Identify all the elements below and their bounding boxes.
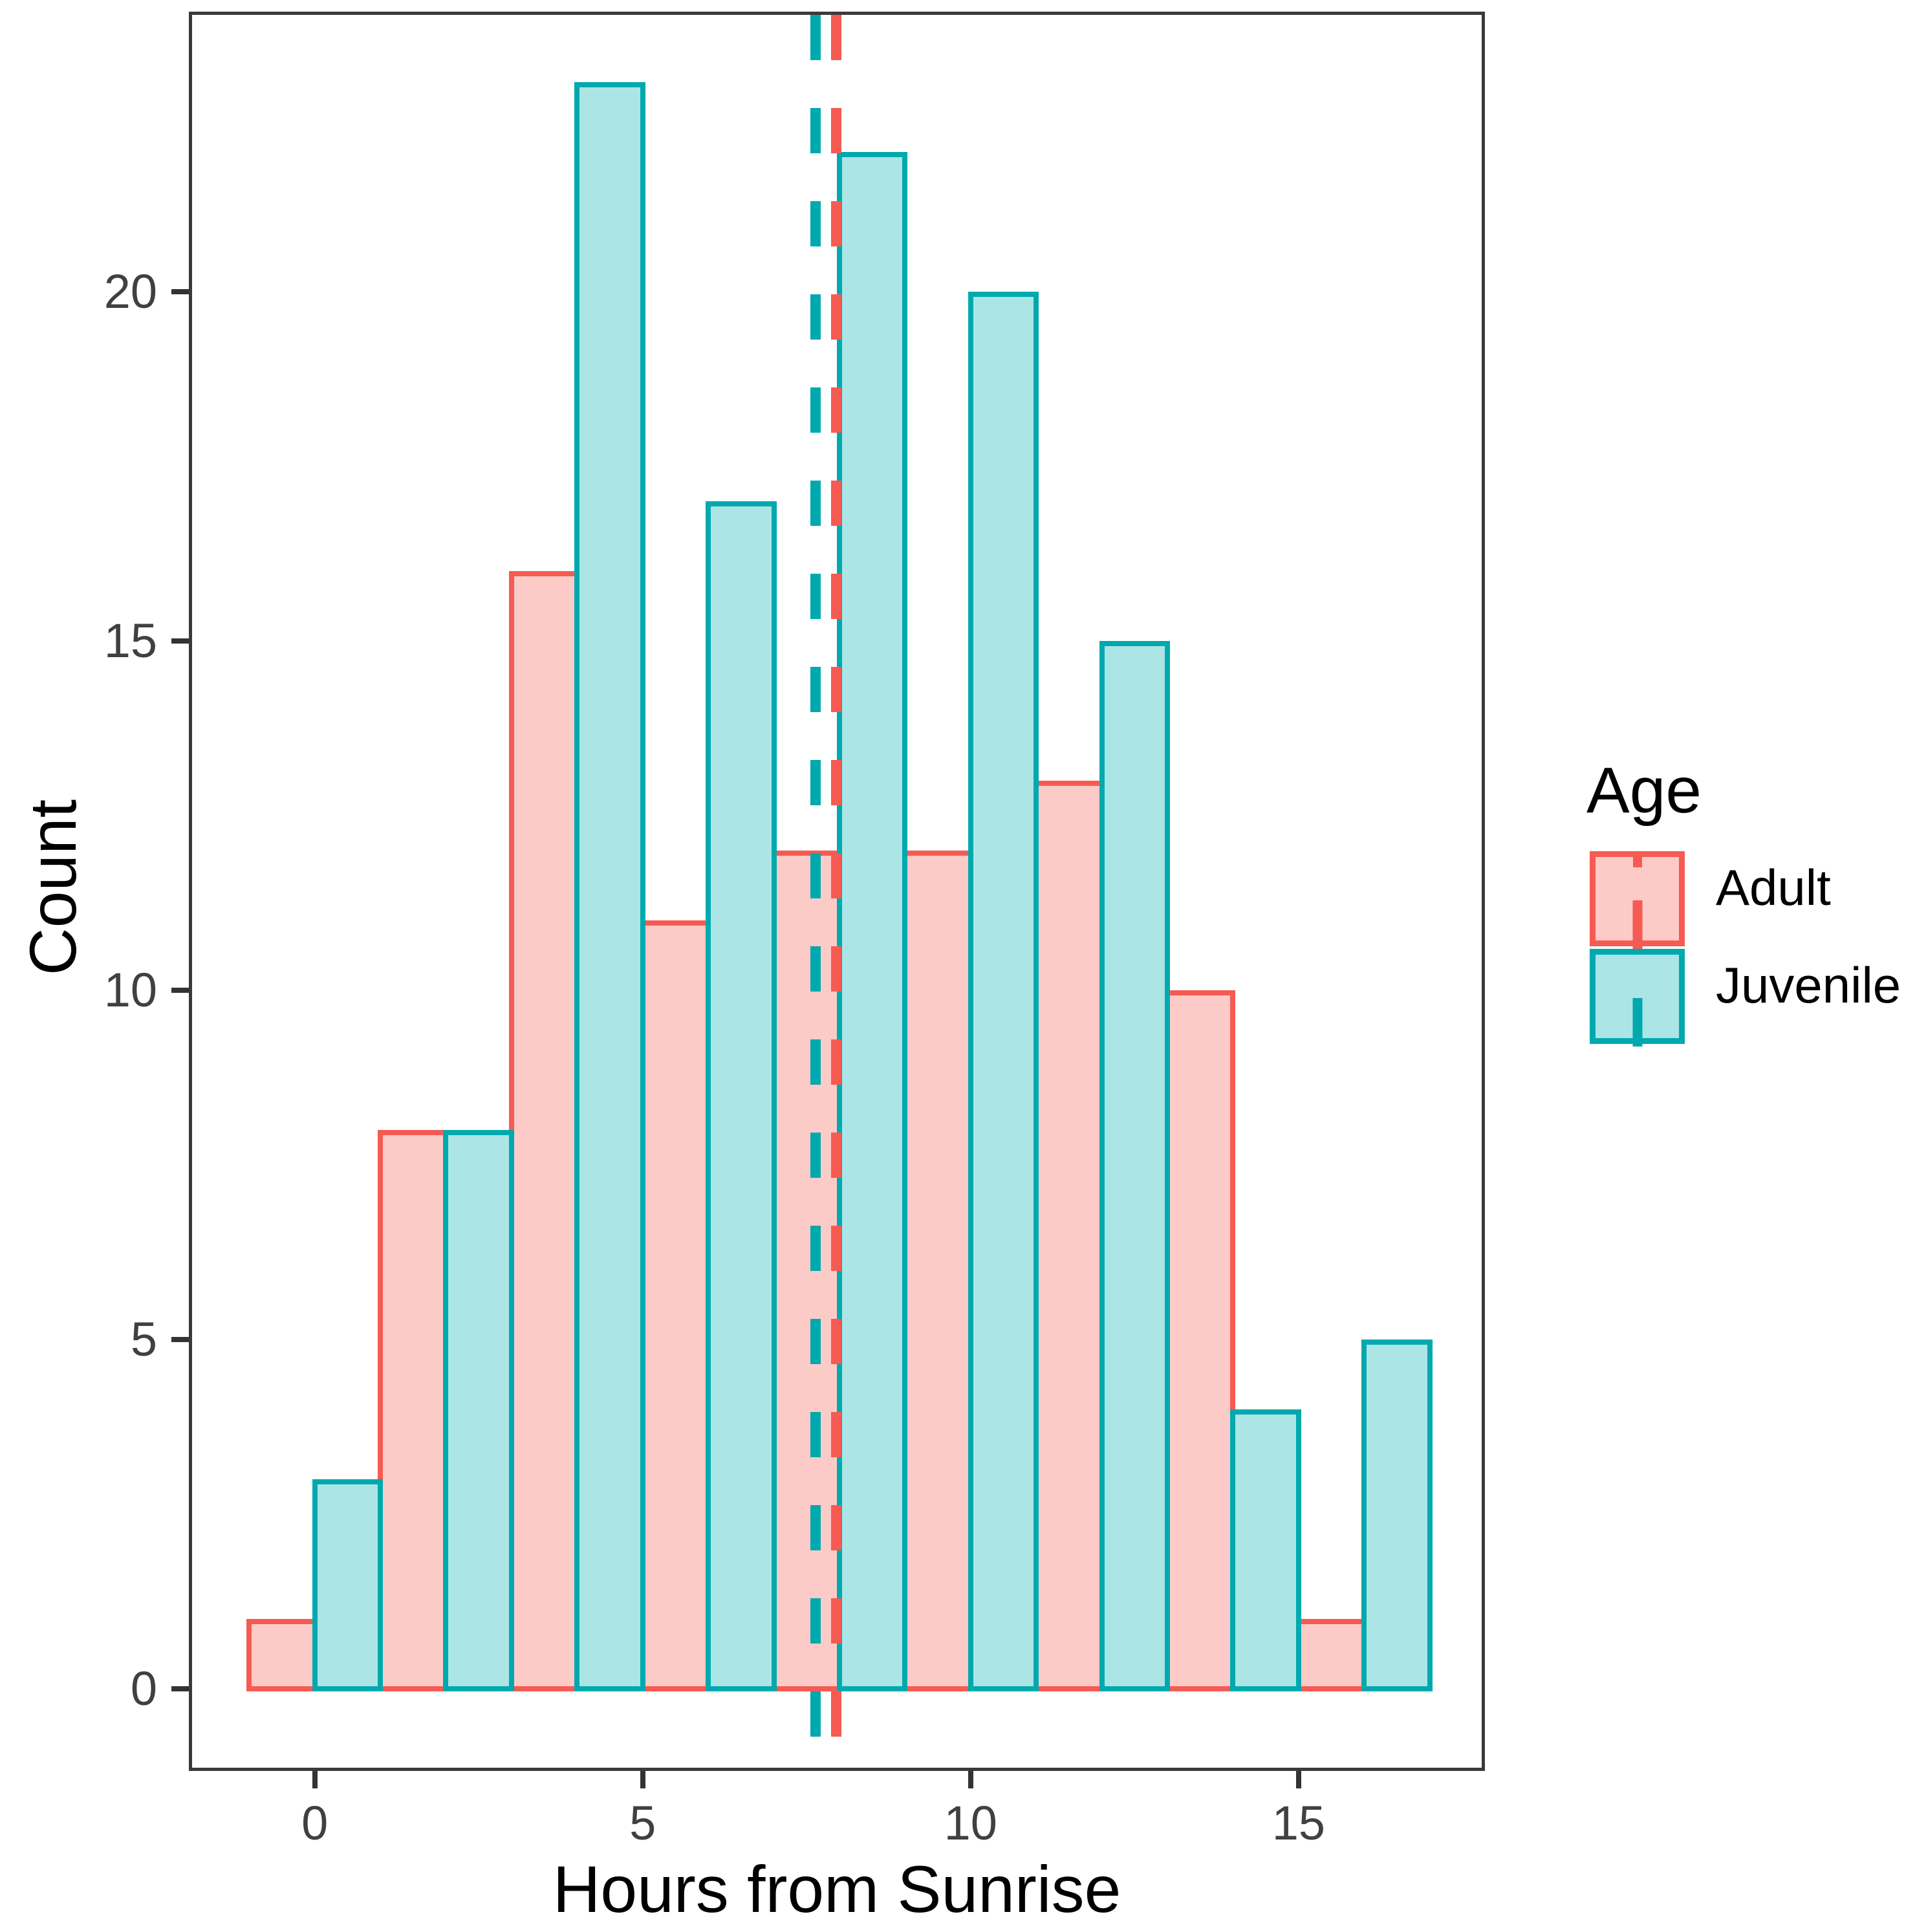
bar-juvenile-0-1	[312, 1479, 384, 1691]
plot-panel	[189, 12, 1485, 1771]
legend-title: Age	[1586, 754, 1702, 827]
mean-vline-adult	[830, 15, 841, 1768]
legend-key-adult-vline-dash	[1632, 852, 1642, 867]
legend-key-adult	[1590, 851, 1685, 949]
x-tick-label-10: 10	[944, 1796, 997, 1850]
bar-adult-9-10	[902, 851, 973, 1691]
bar-adult-3-4	[508, 571, 580, 1691]
y-tick-mark-15	[171, 638, 189, 644]
bar-juvenile-6-7	[706, 501, 777, 1691]
y-tick-mark-0	[171, 1686, 189, 1691]
bar-juvenile-2-3	[443, 1130, 514, 1691]
y-tick-mark-10	[171, 988, 189, 993]
legend-label-adult: Adult	[1716, 859, 1831, 916]
bar-adult-15-16	[1295, 1619, 1367, 1691]
x-tick-mark-10	[968, 1771, 973, 1788]
bar-adult--1-0	[246, 1619, 318, 1691]
x-axis-title: Hours from Sunrise	[552, 1852, 1121, 1926]
y-axis-title: Count	[16, 799, 90, 976]
y-tick-label-15: 15	[103, 614, 157, 668]
x-tick-label-15: 15	[1271, 1796, 1326, 1850]
legend-key-adult-vline-dash	[1632, 900, 1642, 949]
bar-juvenile-14-15	[1230, 1409, 1301, 1691]
x-tick-mark-5	[640, 1771, 645, 1788]
x-tick-mark-15	[1295, 1771, 1301, 1788]
bar-adult-5-6	[640, 920, 711, 1691]
bar-juvenile-10-11	[968, 292, 1039, 1691]
bar-juvenile-16-17	[1361, 1340, 1433, 1691]
x-tick-label-0: 0	[301, 1796, 329, 1850]
y-tick-mark-5	[171, 1337, 189, 1342]
bar-juvenile-4-5	[574, 82, 645, 1691]
bar-adult-13-14	[1165, 990, 1236, 1691]
bar-adult-11-12	[1033, 781, 1105, 1691]
mean-vline-juvenile	[810, 15, 821, 1768]
legend-key-juvenile	[1590, 949, 1685, 1047]
y-tick-label-10: 10	[103, 963, 157, 1017]
bar-juvenile-12-13	[1099, 641, 1171, 1691]
y-tick-label-0: 0	[130, 1662, 157, 1715]
bar-juvenile-8-9	[836, 152, 908, 1691]
legend-label-juvenile: Juvenile	[1716, 957, 1901, 1014]
legend-key-juvenile-vline-dash	[1632, 998, 1642, 1047]
bar-adult-1-2	[378, 1130, 449, 1691]
x-tick-label-5: 5	[629, 1796, 656, 1850]
y-tick-mark-20	[171, 289, 189, 294]
y-tick-label-20: 20	[103, 265, 157, 318]
y-tick-label-5: 5	[130, 1312, 157, 1366]
x-tick-mark-0	[312, 1771, 318, 1788]
